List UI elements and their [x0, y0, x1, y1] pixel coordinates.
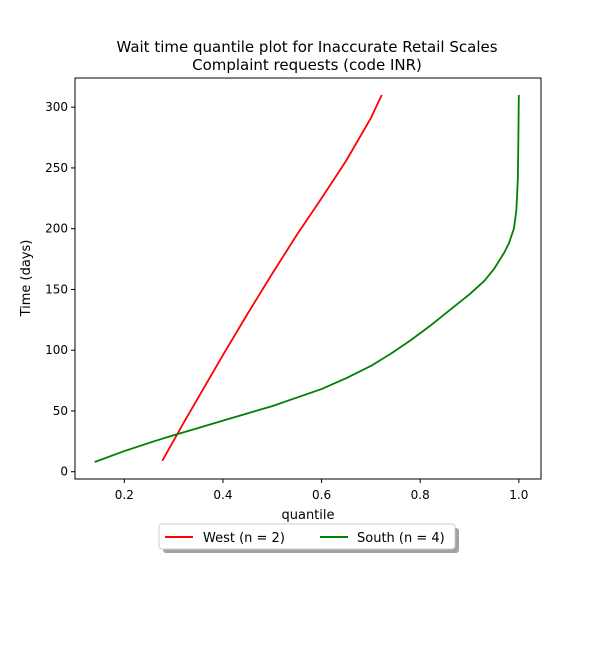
y-axis-ticks: 0 50 100 150 200 250 300 — [45, 100, 75, 479]
x-axis-label: quantile — [281, 508, 334, 523]
x-tick-label: 0.6 — [312, 488, 331, 502]
y-tick-label: 250 — [45, 161, 68, 175]
legend-label-south: South (n = 4) — [357, 531, 445, 546]
series-line-south — [94, 95, 520, 463]
y-axis-label: Time (days) — [19, 240, 34, 318]
y-tick-label: 0 — [60, 465, 68, 479]
legend: West (n = 2) South (n = 4) — [158, 523, 459, 553]
x-axis-ticks: 0.2 0.4 0.6 0.8 1.0 — [115, 479, 528, 502]
chart-title-line-2: Complaint requests (code INR) — [192, 56, 422, 74]
y-tick-label: 50 — [53, 404, 68, 418]
series-layer — [94, 94, 520, 463]
y-tick-label: 300 — [45, 100, 68, 114]
x-tick-label: 0.4 — [213, 488, 232, 502]
legend-label-west: West (n = 2) — [203, 531, 285, 546]
series-line-west — [161, 94, 383, 462]
y-tick-label: 200 — [45, 222, 68, 236]
plot-area-frame — [74, 77, 542, 480]
y-tick-label: 100 — [45, 343, 68, 357]
x-tick-label: 0.2 — [115, 488, 134, 502]
x-tick-label: 1.0 — [509, 488, 528, 502]
chart-title-line-1: Wait time quantile plot for Inaccurate R… — [116, 38, 497, 56]
y-tick-label: 150 — [45, 282, 68, 296]
legend-box — [158, 523, 456, 550]
x-tick-label: 0.8 — [411, 488, 430, 502]
